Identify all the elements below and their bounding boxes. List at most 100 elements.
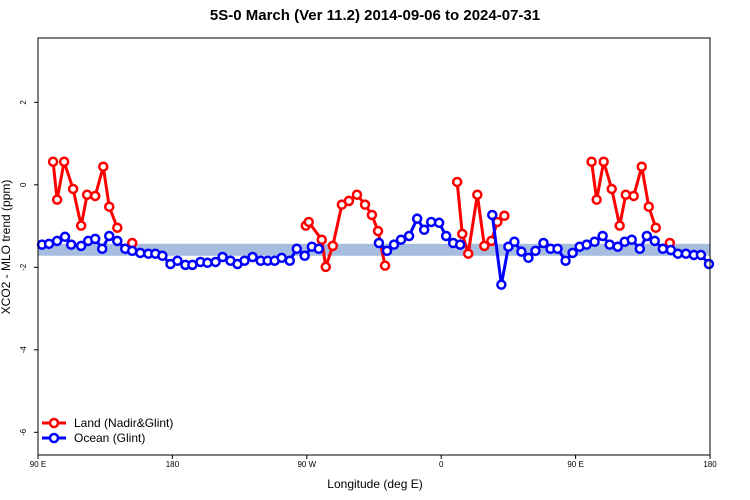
plot-frame	[37, 37, 711, 456]
point	[636, 161, 648, 172]
y-tick-label: 2	[19, 100, 28, 105]
point	[451, 176, 463, 188]
point	[135, 247, 146, 259]
point	[457, 228, 468, 240]
legend-marker	[48, 432, 60, 444]
x-axis-label: Longitude (deg E)	[327, 477, 422, 491]
point	[614, 220, 625, 231]
point	[359, 199, 371, 210]
point	[157, 250, 168, 262]
point	[75, 240, 87, 252]
point	[172, 255, 183, 266]
point	[343, 195, 355, 207]
point	[597, 230, 608, 242]
chart-title: 5S-0 March (Ver 11.2) 2014-09-06 to 2024…	[210, 7, 540, 24]
point	[530, 245, 541, 257]
point	[598, 156, 609, 167]
point	[586, 156, 597, 167]
point	[313, 243, 324, 255]
point	[440, 230, 452, 242]
point	[96, 243, 108, 255]
point	[591, 194, 602, 205]
y-axis-label: XCO2 - MLO trend (ppm)	[0, 180, 13, 315]
point	[395, 234, 407, 245]
x-tick-label: 180	[703, 460, 717, 469]
point	[523, 252, 534, 264]
point	[126, 245, 138, 257]
point	[51, 235, 63, 247]
point	[103, 201, 115, 212]
point	[560, 255, 571, 266]
point	[628, 190, 639, 202]
point	[641, 230, 653, 242]
point	[81, 189, 93, 200]
point	[379, 260, 391, 271]
point	[454, 239, 466, 250]
point	[284, 255, 296, 266]
point	[320, 261, 332, 273]
point	[187, 259, 198, 271]
x-tick-label: 180	[166, 460, 180, 469]
point	[217, 251, 228, 263]
point	[418, 224, 430, 236]
point	[210, 256, 221, 268]
point	[303, 216, 314, 228]
point	[538, 237, 549, 249]
legend-marker	[48, 417, 60, 429]
point	[239, 255, 250, 266]
point	[626, 234, 637, 245]
point	[202, 257, 213, 269]
point	[411, 213, 423, 224]
point	[291, 243, 303, 255]
point	[75, 220, 87, 231]
point	[496, 279, 507, 290]
y-tick-label: -2	[19, 263, 28, 271]
point	[43, 238, 55, 250]
y-tick-label: 0	[19, 182, 28, 187]
point	[65, 239, 77, 250]
point	[516, 246, 527, 257]
point	[680, 248, 692, 259]
point	[388, 239, 400, 250]
x-tick-label: 90 W	[297, 460, 316, 469]
point	[58, 156, 70, 167]
x-tick-label: 90 E	[567, 460, 583, 469]
point	[552, 243, 563, 255]
point	[89, 190, 101, 202]
point	[499, 210, 510, 222]
reference-band	[38, 243, 710, 256]
point	[643, 201, 655, 212]
point	[366, 209, 378, 221]
point	[479, 240, 490, 252]
point	[606, 183, 617, 195]
point	[589, 236, 600, 248]
point	[276, 252, 287, 264]
point	[112, 222, 123, 233]
point	[372, 225, 384, 237]
point	[59, 231, 71, 243]
x-tick-label: 0	[439, 460, 444, 469]
legend-label: Ocean (Glint)	[74, 431, 145, 445]
point	[89, 233, 101, 245]
point	[612, 241, 623, 252]
point	[650, 222, 662, 233]
point	[67, 183, 79, 195]
point	[509, 236, 520, 248]
point	[620, 189, 632, 200]
point	[103, 230, 115, 242]
point	[98, 161, 109, 172]
point	[51, 194, 63, 205]
point	[433, 217, 445, 229]
x-tick-label: 90 E	[30, 460, 46, 469]
point	[472, 189, 483, 200]
point	[112, 235, 123, 247]
point	[403, 230, 415, 242]
point	[373, 237, 385, 249]
y-tick-label: -4	[19, 346, 28, 354]
point	[634, 243, 646, 255]
point	[47, 156, 59, 167]
point	[351, 189, 363, 200]
point	[672, 248, 684, 259]
point	[487, 209, 498, 221]
